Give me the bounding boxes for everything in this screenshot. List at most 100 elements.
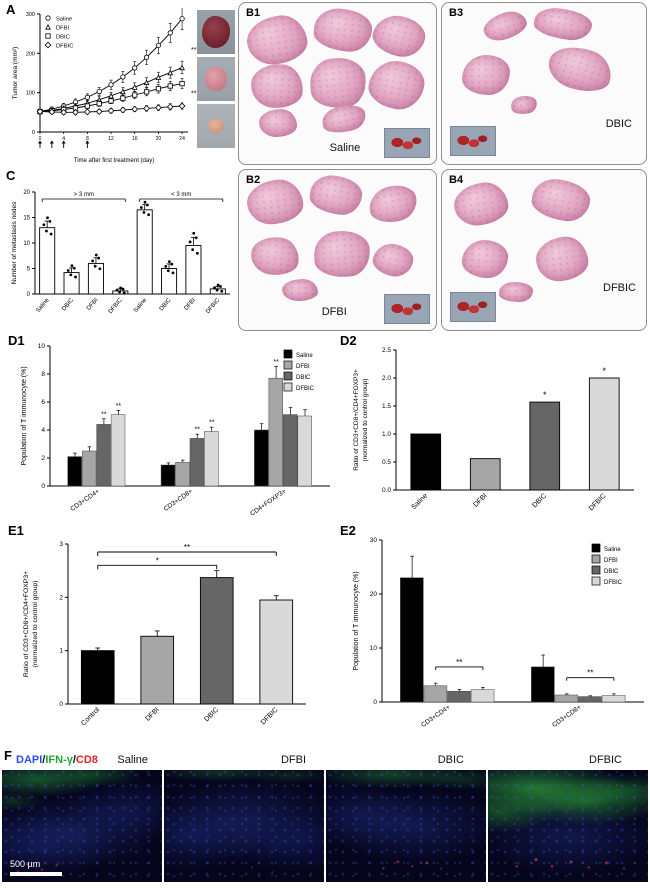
panel-b3-histology: B3 DBIC — [441, 2, 647, 165]
svg-text:100: 100 — [26, 91, 35, 97]
panel-b1-lung-photo — [384, 128, 430, 158]
svg-text:**: ** — [456, 658, 462, 667]
svg-text:30: 30 — [370, 537, 378, 544]
svg-text:DFBIC: DFBIC — [260, 706, 280, 726]
C-chart-svg: 0 5 10 15 20 Number of metastasis nodes Saline… — [11, 190, 230, 315]
svg-text:0.0: 0.0 — [382, 487, 391, 494]
svg-text:**: ** — [191, 47, 197, 54]
histology-section — [282, 278, 319, 301]
histology-section — [311, 6, 374, 55]
svg-text:DBIC: DBIC — [56, 35, 70, 41]
stain-label: DAPI/IFN-γ/CD8 — [16, 754, 98, 766]
svg-text:Saline: Saline — [604, 547, 621, 553]
svg-text:CD3+CD4+: CD3+CD4+ — [420, 704, 452, 729]
svg-text:5: 5 — [27, 267, 31, 273]
svg-text:15: 15 — [23, 216, 30, 222]
panel-e1-label: E1 — [8, 523, 24, 538]
svg-text:DFBIC: DFBIC — [604, 580, 623, 586]
svg-text:20: 20 — [23, 190, 30, 196]
E2-chart-svg: 0 10 20 30 Population of T immunocyte (%) CD3… — [353, 537, 644, 729]
histology-section — [366, 182, 420, 226]
histology-section — [479, 6, 530, 45]
panel-b1-histology: B1 Saline — [238, 2, 437, 165]
svg-text:**: ** — [273, 359, 279, 366]
svg-text:200: 200 — [26, 51, 35, 57]
svg-text:DBIC: DBIC — [604, 569, 619, 575]
panel-d1-label: D1 — [8, 333, 25, 348]
svg-text:Saline: Saline — [133, 297, 149, 314]
if-image-saline: 500 µm — [2, 770, 162, 882]
panel-b2-histology: B2 DFBI — [238, 169, 437, 331]
svg-text:Tumor area (mm²): Tumor area (mm²) — [12, 47, 19, 99]
svg-text:DFBIC: DFBIC — [56, 44, 73, 50]
f-image-label-dbic: DBIC — [437, 754, 464, 766]
svg-text:10: 10 — [38, 343, 46, 350]
histology-section — [249, 62, 305, 110]
histology-section — [248, 234, 301, 278]
svg-text:DFBI: DFBI — [56, 26, 70, 32]
svg-text:4: 4 — [62, 136, 65, 142]
scale-bar: 500 µm — [10, 859, 62, 876]
svg-text:0: 0 — [373, 699, 377, 706]
svg-text:0: 0 — [32, 130, 35, 136]
tumor-photo-mid — [197, 57, 235, 101]
svg-text:**: ** — [195, 427, 201, 434]
svg-text:2.0: 2.0 — [382, 375, 391, 382]
histology-section — [307, 54, 369, 111]
svg-text:Saline: Saline — [35, 297, 51, 314]
f-header-cell-3: DBIC — [332, 752, 490, 768]
svg-text:0: 0 — [27, 292, 31, 298]
svg-text:DFBIC: DFBIC — [296, 386, 315, 392]
tumor-growth-chart: 0 100 200 300 Tumor area (mm²) Time after fir… — [10, 7, 202, 166]
svg-text:(normalized to control group): (normalized to control group) — [362, 378, 369, 461]
t-immunocyte-population-chart: 0 2 4 6 8 10 Population of T immunocyte (%) CD3… — [16, 340, 332, 520]
histology-section — [370, 239, 416, 280]
histology-section — [365, 56, 428, 114]
if-image-dbic — [326, 770, 486, 882]
svg-text:24: 24 — [179, 136, 185, 142]
stain-part: CD8 — [75, 754, 98, 766]
f-header-cell-1: DAPI/IFN-γ/CD8 Saline — [16, 752, 174, 768]
panel-b2-caption: DFBI — [321, 306, 347, 318]
panel-b3-lung-photo — [450, 126, 496, 156]
svg-text:12: 12 — [108, 136, 114, 142]
svg-text:CD3+CD4+: CD3+CD4+ — [69, 488, 101, 513]
svg-text:300: 300 — [26, 12, 35, 18]
panel-b1-caption: Saline — [329, 142, 361, 154]
stain-part: / — [42, 754, 46, 766]
panel-b2-lung-photo — [384, 294, 430, 324]
svg-text:3: 3 — [59, 541, 63, 548]
cd8-foxp3-ratio-chart-2: 0 1 2 3 Ratio of CD3+CD8+/CD4+FOXP3+ (normali… — [16, 532, 332, 744]
D1-chart-svg: 0 2 4 6 8 10 Population of T immunocyte (%) CD3… — [21, 343, 330, 518]
svg-text:Ratio of CD3+CD8+/CD4+FOXP3+: Ratio of CD3+CD8+/CD4+FOXP3+ — [353, 369, 360, 471]
svg-text:DFBIC: DFBIC — [205, 297, 222, 315]
t-immunocyte-population-chart-2: 0 10 20 30 Population of T immunocyte (%) CD3… — [348, 532, 646, 744]
svg-text:**: ** — [184, 543, 190, 552]
svg-text:DFBI: DFBI — [184, 297, 198, 312]
histology-section — [368, 10, 430, 62]
f-header-cell-4: DFBIC — [490, 752, 648, 768]
tumor-photo-saline — [197, 10, 235, 54]
if-image-dfbic — [488, 770, 648, 882]
svg-text:**: ** — [116, 403, 122, 410]
histology-section — [531, 5, 594, 44]
cd8-foxp3-ratio-chart: 0.0 0.5 1.0 1.5 2.0 2.5 Ratio of CD3+CD8+/CD4+… — [348, 340, 646, 520]
histology-section — [499, 282, 534, 302]
metastasis-nodes-chart: 0 5 10 15 20 Number of metastasis nodes Saline… — [8, 176, 232, 330]
svg-text:CD3+CD8+: CD3+CD8+ — [163, 488, 195, 513]
tumor-small — [208, 119, 224, 133]
histology-section — [307, 172, 365, 218]
svg-text:0: 0 — [59, 701, 63, 708]
svg-text:DBIC: DBIC — [296, 375, 311, 381]
histology-section — [312, 228, 372, 279]
D2-chart-svg: 0.0 0.5 1.0 1.5 2.0 2.5 Ratio of CD3+CD8+/CD4+… — [353, 347, 634, 512]
svg-text:**: ** — [101, 411, 107, 418]
svg-text:1: 1 — [59, 648, 63, 655]
svg-text:Saline: Saline — [410, 492, 429, 511]
svg-text:DFBI: DFBI — [472, 492, 488, 508]
svg-text:CD4+FOXP3+: CD4+FOXP3+ — [249, 488, 288, 518]
svg-text:DFBI: DFBI — [296, 364, 310, 370]
svg-text:> 3 mm: > 3 mm — [74, 192, 94, 198]
svg-text:Ratio of CD3+CD8+/CD4+FOXP3+: Ratio of CD3+CD8+/CD4+FOXP3+ — [23, 571, 30, 677]
histology-section — [528, 174, 593, 225]
